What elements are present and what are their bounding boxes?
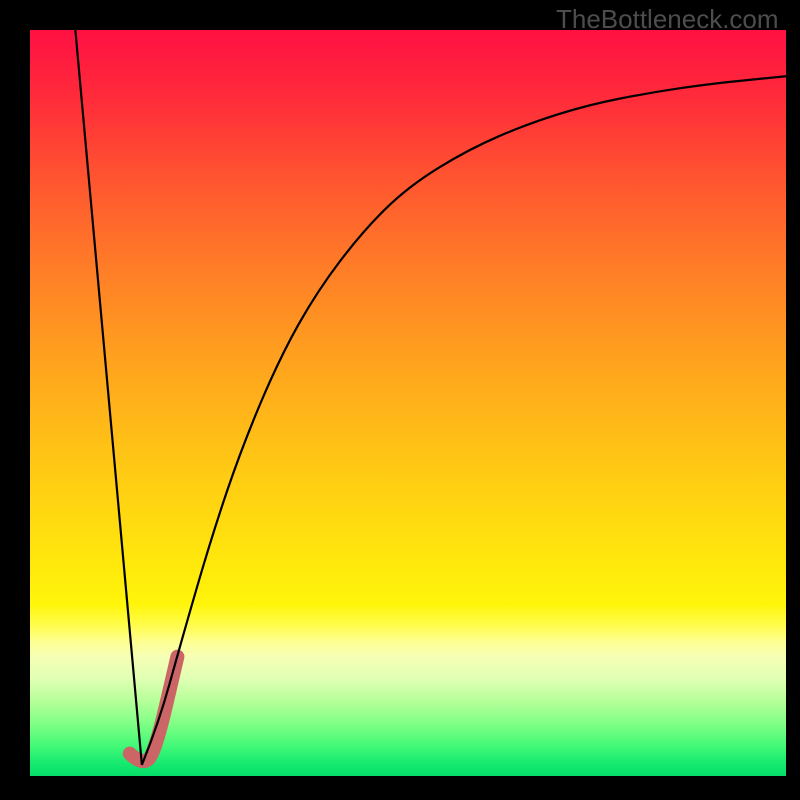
stage: TheBottleneck.com [0,0,800,800]
curves-layer [30,30,786,776]
plot-area [30,30,786,776]
watermark-text: TheBottleneck.com [556,4,779,35]
